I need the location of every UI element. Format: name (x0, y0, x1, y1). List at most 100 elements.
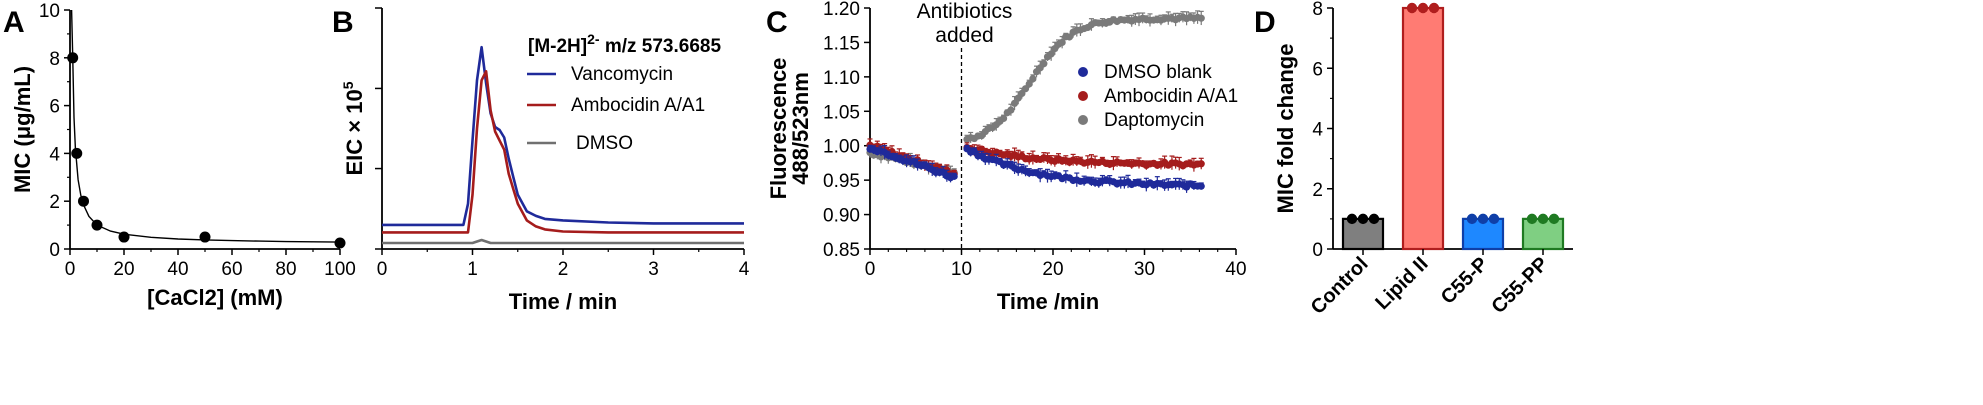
legend-label-c: DMSO blank (1104, 62, 1212, 83)
y-tick-label-c: 1.20 (823, 0, 860, 20)
panel-letter-c: C (766, 6, 788, 39)
x-tick-label-a: 80 (275, 259, 296, 280)
y-tick-label-a: 0 (49, 240, 60, 261)
legend-label-b: DMSO (576, 133, 633, 154)
data-point-a (91, 219, 103, 231)
y-axis-label-a: MIC (μg/mL) (10, 66, 35, 193)
x-axis-label-b: Time / min (509, 289, 617, 314)
annotation-text-c: added (935, 24, 993, 47)
x-tick-label-b: 1 (467, 259, 478, 280)
series-line-b (382, 70, 744, 234)
x-tick-label-c: 20 (1042, 259, 1063, 280)
data-point-c (1029, 75, 1037, 83)
legend-title-sup-b: 2- (587, 31, 600, 47)
legend-title-rest-b: m/z 573.6685 (600, 36, 722, 57)
series-line-b (382, 45, 744, 227)
y-tick-label-c: 0.85 (823, 240, 860, 261)
legend-marker-c (1078, 91, 1088, 101)
category-label-d: Control (1307, 253, 1373, 319)
data-point-c (1197, 182, 1205, 190)
bar-dot-d (1428, 2, 1440, 14)
series-line-b (382, 238, 744, 245)
y-tick-label-a: 8 (49, 49, 60, 70)
category-label-d: C55-P (1437, 253, 1493, 309)
data-point-a (71, 147, 83, 159)
bar-dot-d (1406, 2, 1418, 14)
bar-dot-d (1477, 213, 1489, 225)
bar-dot-d (1368, 213, 1380, 225)
bar-dot-d (1466, 213, 1478, 225)
panel-letter-d: D (1254, 6, 1276, 39)
bar-dot-d (1346, 213, 1358, 225)
legend-title-b: [M-2H]2- m/z 573.6685 (528, 31, 721, 57)
data-point-a (118, 231, 130, 243)
y-tick-label-c: 1.10 (823, 68, 860, 89)
y-tick-label-c: 1.05 (823, 102, 860, 123)
fit-curve-a (70, 9, 341, 243)
data-point-c (950, 172, 958, 180)
annotation-text-c: Antibiotics (917, 0, 1013, 23)
x-tick-label-a: 20 (113, 259, 134, 280)
y-axis-label-c: 488/523nm (788, 72, 813, 185)
data-point-c (1197, 160, 1205, 168)
x-axis-label-a: [CaCl2] (mM) (147, 285, 283, 310)
x-tick-label-b: 2 (558, 259, 569, 280)
y-tick-label-a: 6 (49, 97, 60, 118)
x-tick-label-c: 10 (951, 259, 972, 280)
data-point-a (199, 231, 211, 243)
y-axis-label-d: MIC fold change (1273, 44, 1298, 214)
bar-dot-d (1526, 213, 1538, 225)
data-point-c (1025, 80, 1033, 88)
legend-label-b: Ambocidin A/A1 (571, 95, 705, 116)
x-tick-label-a: 0 (65, 259, 76, 280)
data-point-c (1058, 38, 1066, 47)
x-tick-label-c: 0 (865, 259, 876, 280)
bar-dot-d (1357, 213, 1369, 225)
y-tick-label-a: 4 (49, 144, 60, 165)
data-point-c (1197, 14, 1205, 22)
bar-dot-d (1417, 2, 1429, 14)
y-tick-label-d: 4 (1312, 120, 1323, 141)
series-c (866, 144, 1205, 193)
data-point-c (999, 114, 1008, 122)
data-point-c (1040, 60, 1048, 68)
y-tick-label-c: 1.00 (823, 137, 860, 158)
x-tick-label-c: 30 (1134, 259, 1155, 280)
x-tick-label-c: 40 (1225, 259, 1246, 280)
category-label-d: C55-PP (1487, 253, 1552, 318)
y-axis-label-b: EIC × 105 (340, 81, 367, 175)
data-point-a (78, 195, 89, 207)
data-point-c (1007, 106, 1015, 114)
legend-label-c: Ambocidin A/A1 (1104, 86, 1238, 107)
y-axis-label-sup-b: 5 (340, 81, 356, 89)
panel-letter-b: B (332, 6, 354, 39)
y-axis-label-c: Fluorescence (766, 58, 791, 200)
legend-marker-c (1078, 115, 1088, 125)
data-point-a (334, 237, 346, 249)
y-tick-label-c: 0.95 (823, 171, 860, 192)
category-label-d: Lipid II (1371, 253, 1432, 314)
y-tick-label-a: 2 (49, 192, 60, 213)
bar-d (1401, 6, 1445, 251)
x-tick-label-b: 4 (739, 259, 750, 280)
legend-label-b: Vancomycin (571, 64, 673, 85)
panel-letter-a: A (3, 6, 25, 39)
bar-dot-d (1537, 213, 1549, 225)
data-point-c (1010, 99, 1019, 107)
panel-b: B 0 1 2 3 4 [M-2H]2- m/z 573.6685 Vancomycin Amb… (332, 6, 750, 314)
bar-dot-d (1548, 213, 1560, 225)
bar-dot-d (1488, 213, 1500, 225)
y-tick-label-a: 10 (39, 1, 60, 22)
y-tick-label-d: 2 (1312, 180, 1323, 201)
data-point-a (67, 52, 79, 64)
y-tick-label-d: 6 (1312, 59, 1323, 80)
y-tick-label-d: 0 (1312, 240, 1323, 261)
y-tick-label-c: 1.15 (823, 33, 860, 54)
x-axis-label-c: Time /min (997, 289, 1099, 314)
y-tick-label-c: 0.90 (823, 206, 860, 227)
x-tick-label-a: 40 (167, 259, 188, 280)
legend-label-c: Daptomycin (1104, 110, 1204, 131)
